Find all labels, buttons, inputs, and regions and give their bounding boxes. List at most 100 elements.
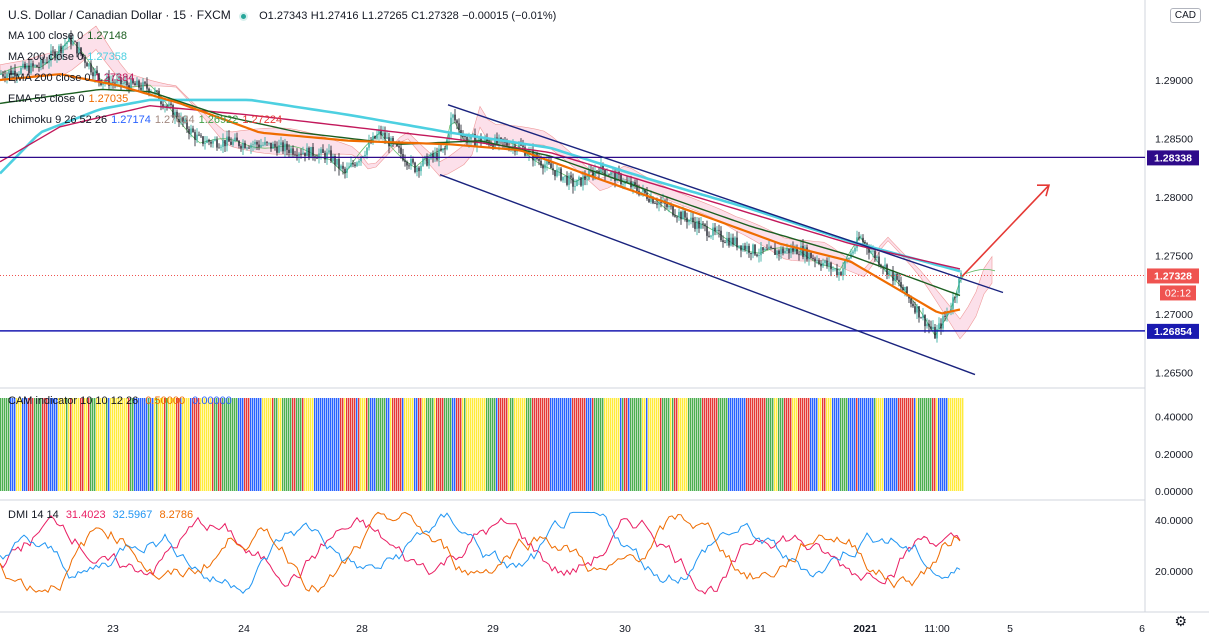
cam-bar (688, 398, 690, 491)
dmi-legend[interactable]: DMI 14 14 31.4023 32.5967 8.2786 (8, 509, 193, 521)
indicator-legend-label: MA 100 close 0 (8, 30, 84, 42)
cam-bar (288, 398, 290, 491)
cam-bar (478, 398, 480, 491)
cam-bar (546, 398, 548, 491)
cam-bar (68, 398, 70, 491)
candle-body (862, 237, 864, 243)
cam-bar (414, 398, 416, 491)
indicator-legend-value: 1.27224 (242, 114, 283, 126)
symbol-header[interactable]: U.S. Dollar / Canadian Dollar · 15 · FXC… (8, 8, 556, 22)
indicator-legend-row[interactable]: EMA 200 close 0 1.27384 (8, 72, 134, 84)
candle-body (170, 103, 172, 106)
cam-bar (294, 398, 296, 491)
indicator-legend-row[interactable]: Ichimoku 9 26 52 26 1.27174 1.27034 1.26922… (8, 114, 282, 126)
cam-bar (648, 398, 650, 491)
indicator-legend-row[interactable]: EMA 55 close 0 1.27035 (8, 93, 128, 105)
candle-body (848, 258, 850, 259)
cam-bar (438, 398, 440, 491)
forecast-arrow[interactable] (961, 184, 1051, 277)
cam-bar (134, 398, 136, 491)
time-axis[interactable]: 23 24 28 29 30 31 2021 11:00 5 6 (107, 623, 1145, 635)
cam-bar (74, 398, 76, 491)
candle-body (594, 170, 596, 177)
gear-icon[interactable]: ⚙ (1174, 613, 1187, 629)
cam-bar (820, 398, 822, 491)
indicator-legend-row[interactable]: MA 200 close 0 1.27358 (8, 51, 127, 63)
cam-bar (388, 398, 390, 491)
cam-bar (650, 398, 652, 491)
candle-body (352, 163, 354, 165)
cam-bar (764, 398, 766, 491)
cam-bar (954, 398, 956, 491)
cam-bar (364, 398, 366, 491)
cam-bar (902, 398, 904, 491)
indicator-legend-row[interactable]: MA 100 close 0 1.27148 (8, 30, 127, 42)
candle-body (106, 76, 108, 82)
cam-bar (760, 398, 762, 491)
cam-bar (942, 398, 944, 491)
candle-body (556, 169, 558, 177)
candle-body (562, 176, 564, 181)
cam-bar (706, 398, 708, 491)
candle-body (472, 134, 474, 135)
candle-body (752, 244, 754, 255)
candle-body (728, 237, 730, 246)
cam-bar (4, 398, 6, 491)
cam-bar (386, 398, 388, 491)
candle-body (802, 245, 804, 257)
cam-bar (48, 398, 50, 491)
candle-body (462, 135, 464, 137)
price-tag-upper-label: 1.28338 (1154, 152, 1192, 164)
candle-body (772, 248, 774, 249)
channel-lower-line[interactable] (439, 174, 976, 376)
cam-bar (280, 398, 282, 491)
cam-bar (906, 398, 908, 491)
cam-bar (834, 398, 836, 491)
channel-upper-line[interactable] (447, 104, 1004, 294)
cam-bar (644, 398, 646, 491)
cam-bar (828, 398, 830, 491)
candle-body (212, 140, 214, 144)
candle-body (878, 256, 880, 265)
cam-bar (58, 398, 60, 491)
cam-bar (442, 398, 444, 491)
cam-bar (582, 398, 584, 491)
candle-body (84, 56, 86, 63)
cam-legend[interactable]: CAM indicator 10 10 12 26 0.50000 0.0000… (8, 395, 232, 407)
cam-bar (746, 398, 748, 491)
cam-bar (338, 398, 340, 491)
candle-body (682, 211, 684, 220)
cam-bar (284, 398, 286, 491)
cam-bar (580, 398, 582, 491)
candle-body (380, 130, 382, 136)
cam-bar (916, 398, 918, 491)
currency-badge[interactable]: CAD (1169, 8, 1201, 23)
cam-bar (268, 398, 270, 491)
time-axis-label: 11:00 (924, 623, 950, 635)
price-axis-label: 1.27500 (1155, 250, 1193, 262)
cam-bar (512, 398, 514, 491)
cam-bar (604, 398, 606, 491)
price-tag-last: 1.27328 02:12 (1147, 268, 1199, 301)
cam-bar (104, 398, 106, 491)
cam-bar (474, 398, 476, 491)
candle-body (600, 163, 602, 175)
cam-bar (558, 398, 560, 491)
cam-bar (614, 398, 616, 491)
cam-bar (634, 398, 636, 491)
candle-body (942, 316, 944, 329)
symbol-title[interactable]: U.S. Dollar / Canadian Dollar · 15 · FXC… (8, 8, 231, 22)
candle-body (676, 216, 678, 218)
cam-bar (578, 398, 580, 491)
cam-bar (686, 398, 688, 491)
candle-body (634, 182, 636, 186)
candle-body (768, 246, 770, 250)
cam-bar (574, 398, 576, 491)
candle-body (428, 158, 430, 166)
candle-body (746, 245, 748, 250)
candle-body (622, 183, 624, 185)
cam-bar (240, 398, 242, 491)
cam-bar (308, 398, 310, 491)
candle-body (344, 168, 346, 173)
